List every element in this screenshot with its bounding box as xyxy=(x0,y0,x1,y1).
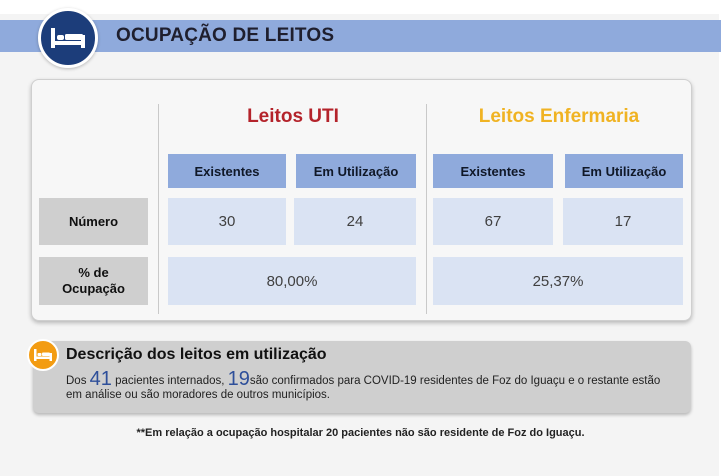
description-text-part2: pacientes internados, xyxy=(111,375,228,387)
description-title: Descrição dos leitos em utilização xyxy=(66,346,327,363)
enfermaria-em-uso-header: Em Utilização xyxy=(565,154,683,188)
uti-em-uso-header: Em Utilização xyxy=(296,154,416,188)
beds-table-card: Leitos UTI Leitos Enfermaria Existentes … xyxy=(31,79,692,321)
description-text-part1: Dos xyxy=(66,375,90,387)
enfermaria-em-uso-value: 17 xyxy=(563,198,683,245)
right-strip xyxy=(719,0,721,476)
divider-middle xyxy=(426,104,427,314)
enfermaria-ocupacao-value: 25,37% xyxy=(433,257,683,305)
description-text-part3: são confirmados para COVID-19 residentes… xyxy=(66,375,661,401)
divider-left xyxy=(158,104,159,314)
top-strip xyxy=(0,0,721,14)
row-label-ocupacao-line2: Ocupação xyxy=(62,281,125,296)
uti-existentes-header: Existentes xyxy=(168,154,286,188)
bed-icon xyxy=(38,8,98,68)
bed-icon xyxy=(27,339,59,371)
group-title-uti: Leitos UTI xyxy=(247,106,339,127)
page-title: OCUPAÇÃO DE LEITOS xyxy=(116,25,335,46)
row-label-numero-text: Número xyxy=(68,213,119,229)
row-label-numero: Número xyxy=(39,198,148,245)
description-text: Dos 41 pacientes internados, 19são confi… xyxy=(66,369,676,402)
footnote: **Em relação a ocupação hospitalar 20 pa… xyxy=(136,427,585,439)
description-box xyxy=(33,341,691,413)
enfermaria-existentes-header: Existentes xyxy=(433,154,553,188)
uti-em-uso-value: 24 xyxy=(294,198,416,245)
uti-existentes-value: 30 xyxy=(168,198,286,245)
row-label-ocupacao-line1: % de xyxy=(78,265,109,280)
internados-count: 41 xyxy=(89,368,112,390)
group-title-enfermaria: Leitos Enfermaria xyxy=(478,106,640,127)
uti-ocupacao-value: 80,00% xyxy=(168,257,416,305)
enfermaria-existentes-value: 67 xyxy=(433,198,553,245)
header-bar xyxy=(0,20,721,52)
confirmados-count: 19 xyxy=(227,368,250,390)
row-label-ocupacao: % de Ocupação xyxy=(39,257,148,305)
